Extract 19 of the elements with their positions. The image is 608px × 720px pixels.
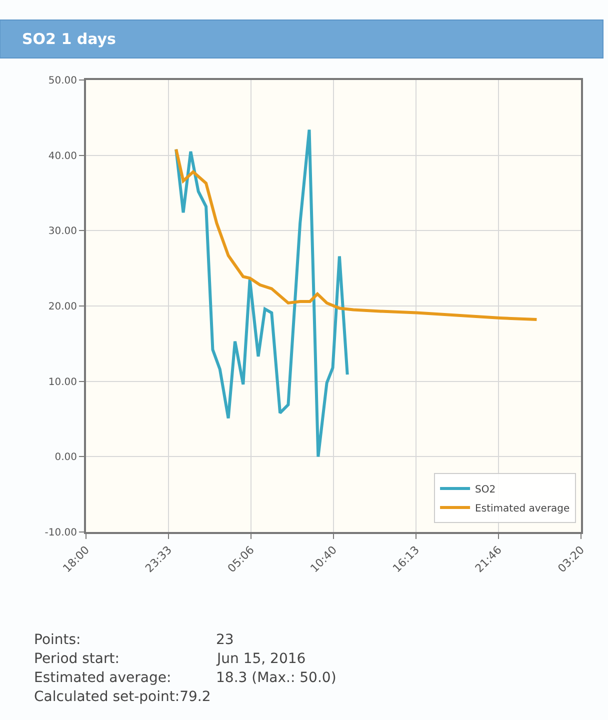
y-tick-label: 30.00 bbox=[48, 226, 77, 238]
y-tick-label: 0.00 bbox=[54, 452, 77, 464]
text: 23 bbox=[216, 632, 234, 648]
y-tick-label: 20.00 bbox=[48, 302, 77, 312]
text: Points: bbox=[34, 632, 81, 648]
text: Jun 15, 2016 bbox=[216, 651, 306, 667]
legend-label: SO2 bbox=[475, 484, 496, 496]
chart-title: SO2 1 days bbox=[22, 30, 116, 48]
y-tick-label: 10.00 bbox=[48, 376, 77, 388]
text: Period start: bbox=[34, 651, 120, 667]
line-series bbox=[174, 128, 349, 458]
y-tick-label: 50.00 bbox=[48, 76, 77, 86]
y-tick-label: 40.00 bbox=[48, 150, 77, 162]
line-series bbox=[174, 148, 538, 322]
legend-label: Estimated average bbox=[475, 503, 570, 514]
y-tick-label: -10.00 bbox=[44, 528, 77, 538]
text: 18.3 (Max.: 50.0) bbox=[216, 670, 336, 686]
text: Calculated set-point:79.2 bbox=[34, 689, 211, 705]
text: Estimated average: bbox=[34, 670, 172, 686]
